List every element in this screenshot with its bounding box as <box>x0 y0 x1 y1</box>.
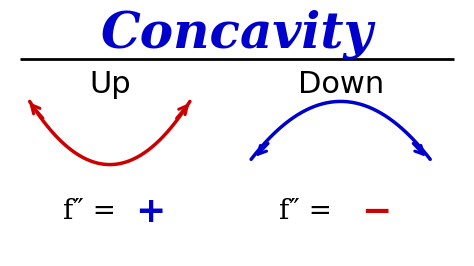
Text: f″ =: f″ = <box>63 198 125 226</box>
Text: Down: Down <box>298 70 384 99</box>
Text: Up: Up <box>89 70 130 99</box>
Text: f″ =: f″ = <box>279 198 341 226</box>
Text: −: − <box>361 195 391 229</box>
Text: +: + <box>135 195 165 229</box>
Text: Concavity: Concavity <box>101 9 373 59</box>
